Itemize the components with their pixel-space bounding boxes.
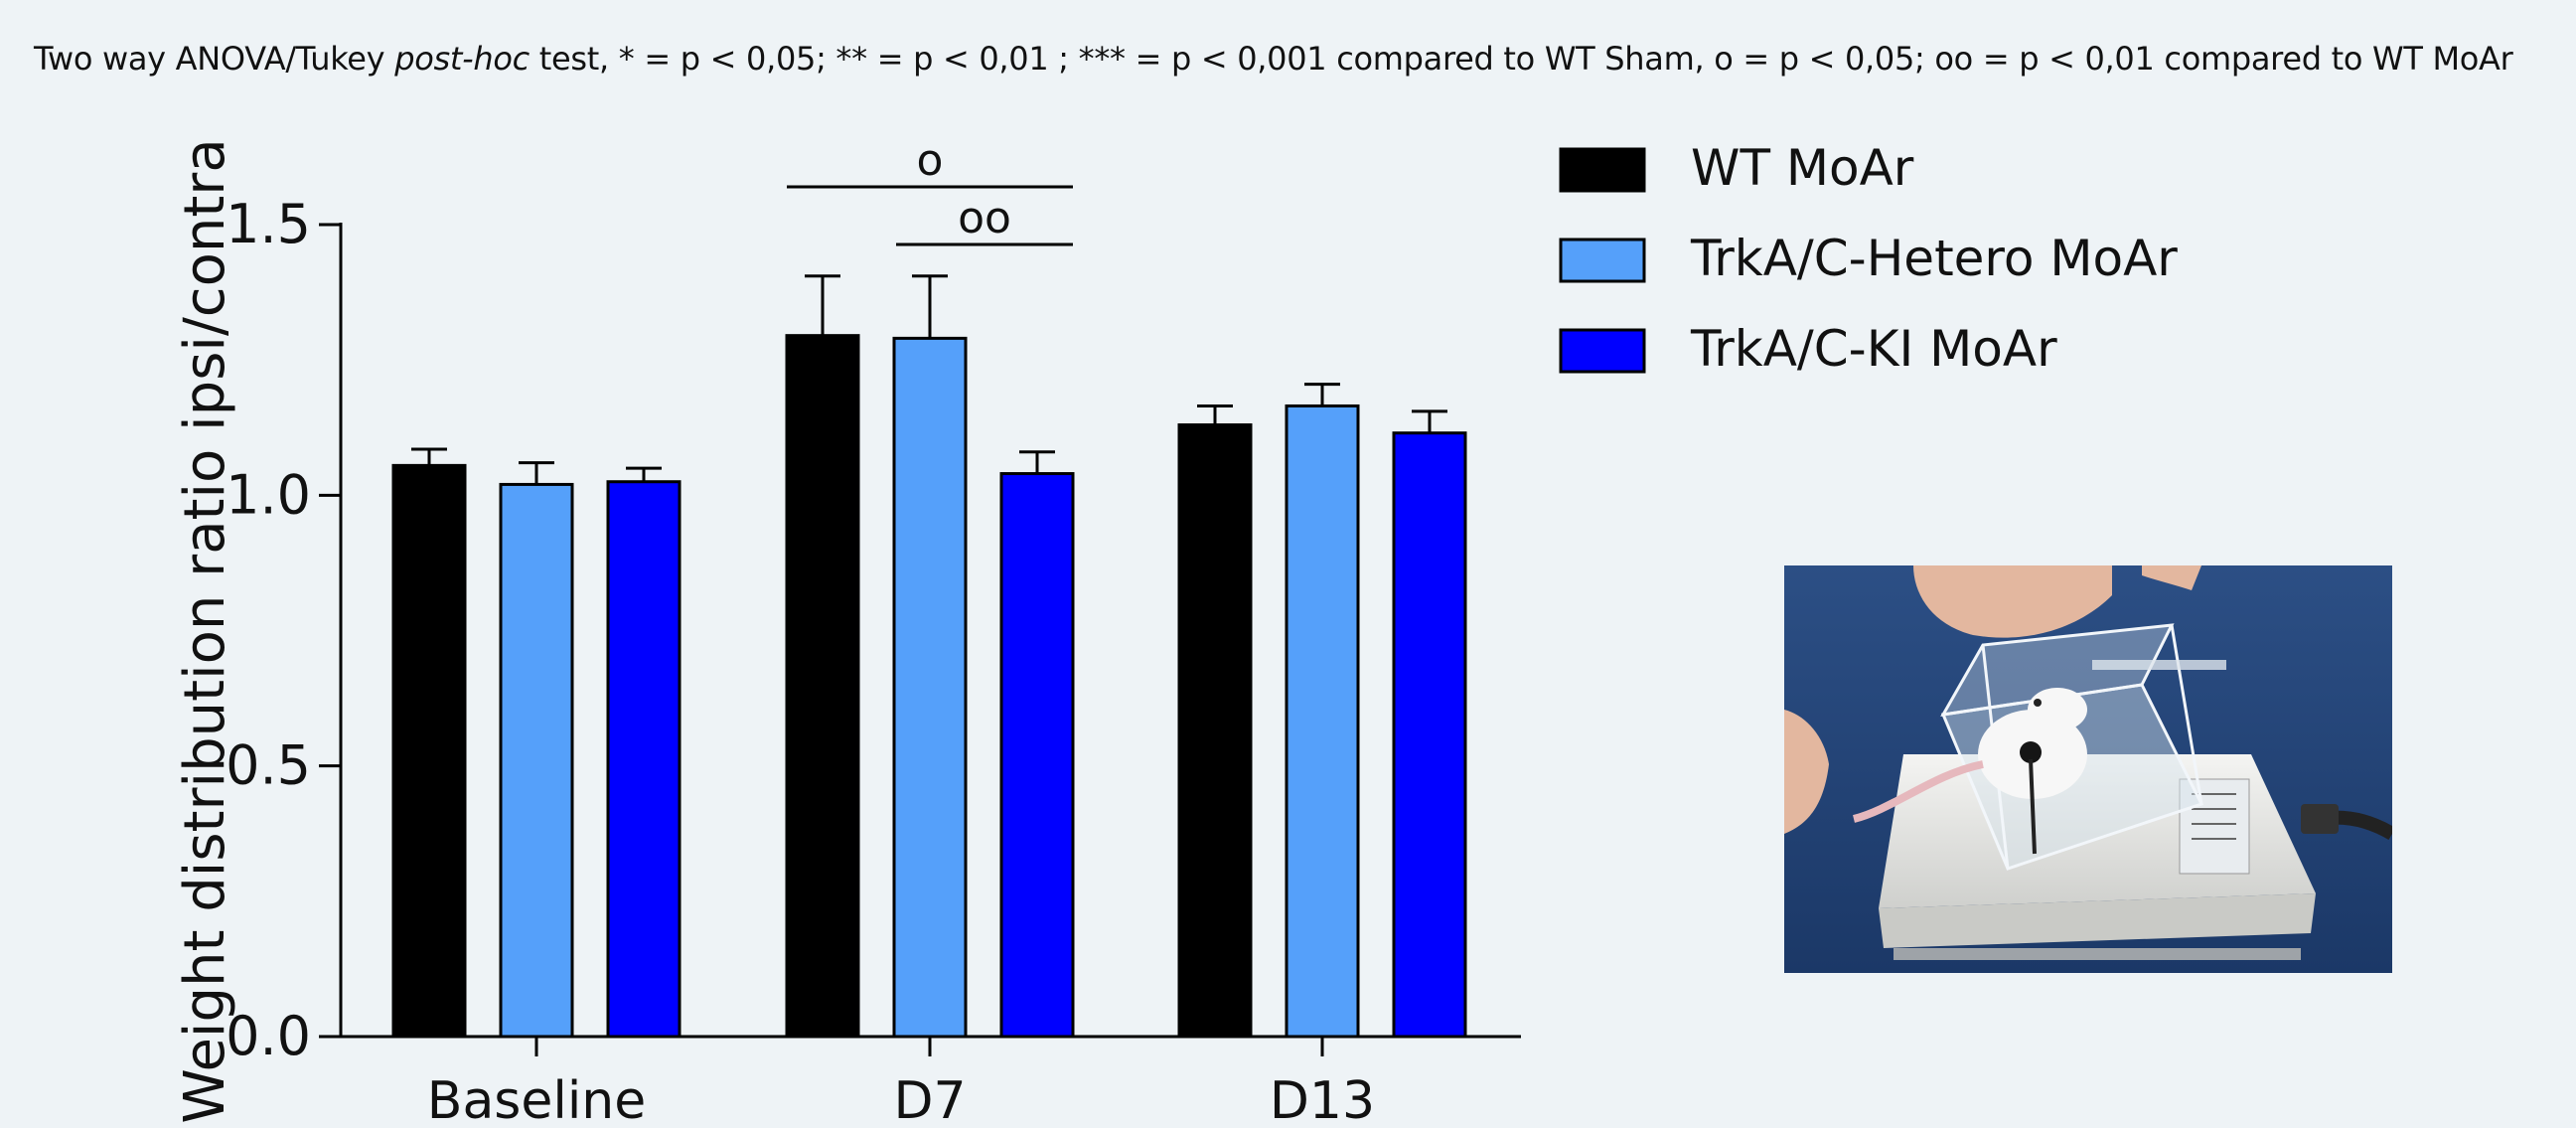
bar-d13-series-1 xyxy=(1177,423,1253,1039)
caption-text-rest: test, * = p < 0,05; ** = p < 0,01 ; *** … xyxy=(529,40,2513,78)
legend-swatch xyxy=(1559,238,1646,283)
legend-swatch xyxy=(1559,328,1646,374)
photo-illustration xyxy=(1784,565,2392,973)
legend-label: TrkA/C-Hetero MoAr xyxy=(1690,230,2178,287)
axes-layer: 0.0 0.5 1.0 1.5 Baseline D7 D13 xyxy=(226,193,1521,1128)
y-tick-label: 1.5 xyxy=(226,193,311,255)
caption-italic-text: post-hoc xyxy=(394,40,530,78)
bars-layer xyxy=(391,274,1467,1039)
figure-caption: Two way ANOVA/Tukey post-hoc test, * = p… xyxy=(34,40,2513,78)
legend-label: WT MoAr xyxy=(1691,139,1914,197)
bar-baseline-series-2 xyxy=(499,482,574,1039)
y-axis-title: Weight distribution ratio ipsi/contra xyxy=(173,138,237,1123)
bar-d7-series-1 xyxy=(785,334,860,1039)
x-tick-label: D13 xyxy=(1270,1071,1375,1128)
significance-annotations: ooo xyxy=(787,135,1073,246)
significance-label: oo xyxy=(958,193,1011,243)
bar-d7-series-2 xyxy=(892,336,968,1039)
bar-d13-series-3 xyxy=(1392,431,1467,1039)
y-tick-label: 1.0 xyxy=(226,463,311,526)
bar-d13-series-2 xyxy=(1285,403,1360,1039)
significance-label: o xyxy=(917,135,944,186)
bar-baseline-series-3 xyxy=(606,480,682,1039)
legend-swatch xyxy=(1559,147,1646,193)
y-tick-label: 0.0 xyxy=(226,1005,311,1067)
weight-bearing-device-photo xyxy=(1784,565,2392,973)
x-tick-label: D7 xyxy=(893,1071,966,1128)
bar-baseline-series-1 xyxy=(391,463,467,1039)
caption-text: Two way ANOVA/Tukey xyxy=(34,40,395,78)
legend-label: TrkA/C-KI MoAr xyxy=(1690,320,2057,378)
bar-d7-series-3 xyxy=(999,472,1075,1039)
x-tick-label: Baseline xyxy=(427,1071,646,1128)
legend: WT MoAr TrkA/C-Hetero MoAr TrkA/C-KI MoAr xyxy=(1559,139,2178,378)
y-tick-label: 0.5 xyxy=(226,734,311,797)
